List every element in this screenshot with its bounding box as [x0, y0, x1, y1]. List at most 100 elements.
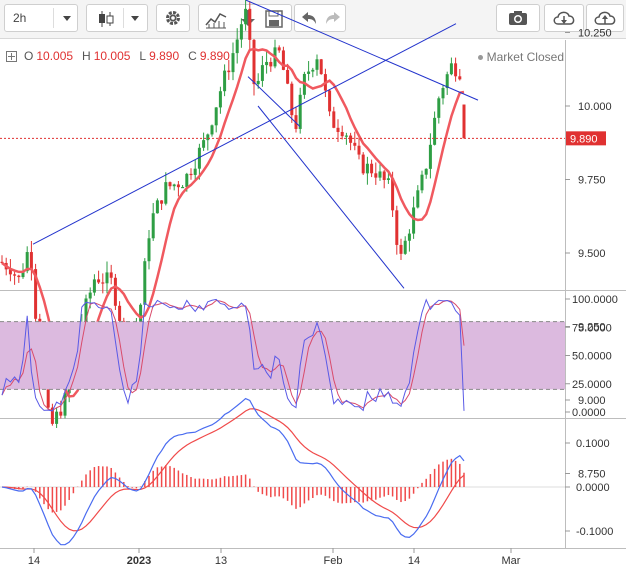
stoch-tick-label: 25.0000: [572, 379, 612, 391]
screenshot-button[interactable]: [496, 4, 540, 32]
price-tick-label: 9.500: [578, 248, 606, 260]
candle-body: [0, 261, 4, 264]
camera-icon: [508, 10, 528, 26]
candle-body: [357, 145, 361, 155]
candle-body: [71, 356, 75, 378]
candle-body: [391, 178, 395, 211]
candle: [298, 87, 302, 134]
candle: [0, 255, 4, 265]
candle: [445, 71, 449, 95]
load-layout-button[interactable]: [544, 4, 584, 32]
undo-icon[interactable]: [301, 11, 317, 25]
price-pane: 9.890: [0, 0, 606, 428]
price-tick-label: 9.000: [578, 395, 606, 407]
candle: [109, 264, 113, 285]
candle: [323, 68, 327, 98]
candle-body: [302, 73, 306, 95]
candle: [319, 58, 323, 75]
cloud-upload-icon: [593, 9, 617, 27]
candle: [252, 38, 256, 96]
candle-body: [399, 244, 403, 254]
candle-body: [235, 39, 239, 54]
candle: [357, 136, 361, 160]
candle: [164, 172, 168, 206]
chart-type-select[interactable]: [86, 4, 148, 32]
candle-body: [353, 142, 357, 146]
low-value: 9.890: [149, 49, 180, 63]
candle-body: [29, 252, 33, 270]
candle: [67, 372, 71, 403]
candle: [113, 273, 117, 310]
candle-body: [134, 328, 138, 332]
candle: [344, 132, 348, 145]
candle: [227, 60, 231, 80]
expand-icon[interactable]: [6, 50, 17, 62]
candle: [206, 133, 210, 151]
candle-body: [307, 71, 311, 74]
candle-body: [139, 304, 143, 329]
candle: [286, 63, 290, 85]
candle: [311, 67, 315, 78]
candle: [260, 55, 264, 87]
candle-body: [315, 59, 319, 70]
candle-body: [63, 393, 67, 416]
candle: [21, 263, 25, 279]
candle-body: [294, 115, 298, 129]
candle: [315, 54, 319, 76]
candle-body: [76, 339, 80, 357]
candle: [277, 45, 281, 53]
candle: [424, 168, 428, 179]
grid: [0, 40, 626, 549]
candle-body: [126, 330, 130, 342]
candle-body: [428, 144, 432, 169]
candle: [92, 274, 96, 296]
candle-body: [13, 274, 17, 276]
indicators-icon[interactable]: [205, 9, 227, 29]
interval-select[interactable]: 2h: [4, 4, 78, 32]
save-layout-button[interactable]: [586, 4, 624, 32]
candle: [307, 61, 311, 81]
candle-body: [319, 59, 323, 75]
candle-body: [46, 382, 50, 408]
candle: [176, 180, 180, 197]
candle-body: [403, 240, 407, 254]
candle-body: [155, 200, 159, 214]
candle-body: [407, 233, 411, 241]
candle-body: [223, 70, 227, 92]
candle: [353, 131, 357, 151]
candle: [449, 57, 453, 76]
candle-body: [105, 272, 109, 284]
trendline-lower-channel: [257, 105, 405, 289]
toolbar: 2h: [0, 0, 626, 39]
candle: [458, 69, 462, 81]
candle-body: [386, 178, 390, 180]
candle: [122, 317, 126, 342]
candle: [101, 273, 105, 294]
candle: [332, 106, 336, 129]
candle-body: [424, 168, 428, 175]
candle: [386, 171, 390, 184]
candle: [147, 229, 151, 270]
candle-body: [277, 47, 281, 51]
stoch-tick-label: 0.0000: [572, 407, 606, 419]
candle: [38, 313, 42, 367]
candle-body: [336, 127, 340, 132]
candle: [382, 169, 386, 189]
save-icon[interactable]: [265, 10, 283, 28]
open-value: 10.005: [36, 49, 74, 63]
candle: [336, 119, 340, 142]
macd-pane: [0, 397, 565, 546]
settings-button[interactable]: [156, 4, 190, 32]
candle: [223, 64, 227, 97]
candle-body: [214, 107, 218, 126]
candle-body: [218, 91, 222, 108]
download-icon[interactable]: [241, 10, 255, 28]
redo-icon[interactable]: [325, 11, 341, 25]
candle: [328, 89, 332, 117]
candle: [84, 294, 88, 328]
candle-body: [449, 63, 453, 75]
candle: [151, 203, 155, 241]
candle-body: [298, 94, 302, 129]
gear-icon: [164, 9, 182, 27]
